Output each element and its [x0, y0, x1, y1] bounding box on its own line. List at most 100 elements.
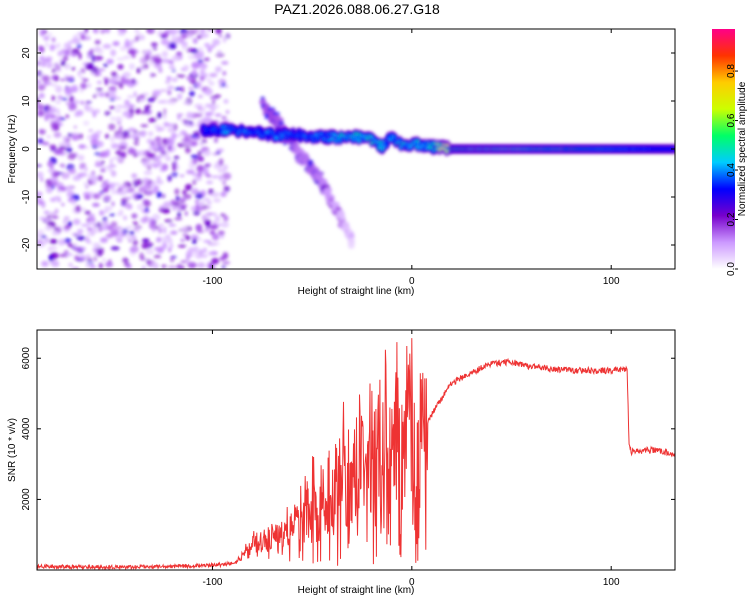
noise-blob: [49, 144, 57, 149]
noise-blob: [182, 189, 187, 195]
noise-blob: [80, 76, 85, 80]
noise-blob: [155, 136, 162, 142]
noise-blob: [133, 130, 139, 134]
noise-blob: [144, 161, 152, 169]
noise-blob: [47, 168, 56, 173]
noise-blob: [37, 63, 42, 67]
noise-blob: [196, 164, 204, 173]
colorbar-tick-label: 0.0: [726, 262, 737, 276]
ridge-peak-blob: [357, 139, 361, 143]
noise-blob: [54, 196, 61, 200]
noise-blob: [57, 50, 63, 57]
noise-blob: [128, 63, 135, 70]
noise-blob: [85, 106, 94, 113]
noise-blob: [176, 113, 184, 117]
noise-blob: [136, 194, 144, 198]
noise-blob: [216, 148, 225, 153]
noise-blob: [81, 246, 86, 251]
noise-blob: [185, 134, 194, 139]
noise-blob: [53, 131, 62, 138]
branch-ridge-blob: [332, 201, 340, 208]
spectrogram-x-label: Height of straight line (km): [298, 286, 415, 297]
noise-blob: [85, 253, 91, 259]
noise-blob: [60, 117, 66, 121]
noise-blob: [58, 145, 67, 150]
noise-blob: [185, 146, 191, 154]
noise-blob: [123, 111, 132, 116]
noise-blob: [108, 90, 117, 94]
noise-blob: [169, 29, 177, 36]
noise-blob: [150, 139, 158, 147]
noise-blob: [197, 122, 202, 127]
noise-blob: [74, 99, 80, 105]
ridge-peak-blob: [327, 139, 331, 142]
noise-blob: [167, 174, 172, 181]
noise-blob: [181, 35, 188, 38]
ridge-peak-blob: [416, 139, 420, 143]
noise-blob: [201, 138, 207, 144]
noise-blob: [167, 85, 175, 90]
noise-blob: [125, 189, 134, 193]
noise-blob: [225, 186, 230, 192]
noise-blob: [208, 251, 215, 256]
noise-blob: [124, 79, 134, 84]
noise-blob: [184, 141, 192, 147]
ridge-peak-blob: [429, 146, 433, 150]
noise-blob: [94, 92, 100, 96]
noise-blob: [63, 224, 71, 230]
noise-blob: [176, 265, 186, 269]
noise-blob: [102, 258, 106, 262]
noise-blob: [56, 230, 61, 235]
ridge-peak-blob: [393, 135, 397, 139]
noise-blob: [41, 60, 47, 68]
noise-blob: [110, 86, 116, 90]
noise-blob: [39, 30, 45, 37]
noise-blob: [59, 163, 65, 167]
noise-blob: [179, 197, 187, 201]
noise-blob: [162, 138, 169, 146]
branch-ridge-blob: [329, 194, 335, 200]
noise-blob: [93, 255, 98, 262]
noise-blob: [203, 215, 211, 219]
noise-blob: [118, 125, 123, 132]
noise-blob: [49, 197, 57, 203]
noise-blob: [112, 157, 119, 160]
noise-blob: [135, 35, 140, 42]
noise-blob: [196, 262, 206, 269]
y-tick-label: 4000: [21, 417, 32, 440]
noise-blob: [49, 212, 58, 216]
noise-blob: [48, 254, 54, 262]
noise-blob: [71, 232, 77, 236]
noise-blob: [76, 235, 86, 241]
noise-blob: [54, 208, 59, 214]
noise-blob: [85, 262, 91, 269]
noise-blob: [109, 135, 115, 143]
noise-blob: [39, 55, 45, 61]
noise-blob: [68, 262, 73, 267]
noise-blob: [123, 261, 130, 267]
noise-blob: [104, 78, 109, 86]
noise-blob: [98, 92, 106, 97]
noise-blob: [198, 266, 203, 269]
noise-blob: [225, 84, 229, 89]
noise-blob: [46, 215, 52, 219]
noise-blob: [117, 190, 127, 196]
noise-blob: [209, 73, 218, 78]
noise-blob: [192, 37, 198, 44]
noise-blob: [117, 64, 124, 70]
noise-blob: [47, 114, 57, 119]
noise-blob: [62, 55, 69, 62]
noise-blob: [94, 55, 104, 61]
noise-blob: [171, 205, 177, 210]
noise-blob: [73, 34, 79, 39]
noise-blob: [188, 159, 195, 163]
noise-blob: [203, 57, 210, 62]
noise-blob: [148, 117, 157, 121]
noise-blob: [167, 60, 174, 64]
ridge-peak-blob: [220, 125, 224, 129]
noise-blob: [73, 246, 82, 252]
noise-blob: [197, 35, 202, 39]
noise-blob: [161, 193, 166, 199]
noise-blob: [204, 164, 210, 168]
